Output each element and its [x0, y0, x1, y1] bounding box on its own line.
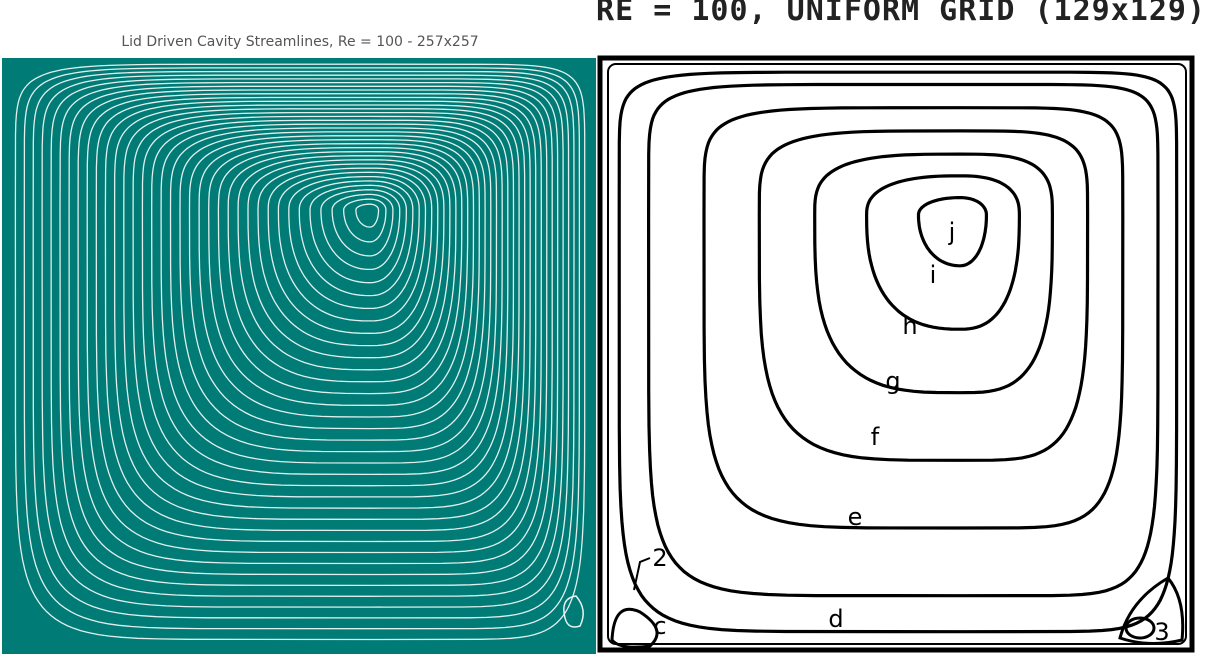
leader-line: [633, 557, 651, 591]
streamline: [343, 198, 387, 243]
contour-label: 3: [1154, 618, 1169, 646]
contour-label: i: [930, 261, 937, 289]
streamline: [169, 127, 492, 453]
streamline: [32, 70, 575, 619]
streamline: [217, 147, 463, 395]
contour: [864, 174, 1022, 331]
streamline: [247, 159, 445, 359]
left-panel-background: [2, 58, 596, 654]
contour-label: e: [848, 503, 863, 531]
contour-label: j: [948, 218, 956, 246]
streamline: [132, 111, 515, 498]
streamline: [59, 81, 559, 587]
contour: [916, 196, 988, 268]
streamline: [309, 184, 407, 284]
streamline: [208, 143, 469, 406]
streamline: [277, 171, 427, 322]
streamline: [227, 151, 457, 383]
contour: [813, 152, 1055, 395]
streamline: [151, 119, 503, 476]
contour-label: 2: [652, 544, 667, 572]
contour-label: g: [885, 367, 900, 395]
contour: [646, 82, 1160, 598]
contour-label: d: [828, 605, 843, 633]
streamline: [160, 123, 498, 464]
streamline: [267, 167, 433, 334]
left-panel-title: Lid Driven Cavity Streamlines, Re = 100 …: [121, 34, 478, 50]
streamline: [288, 175, 420, 310]
streamline: [123, 108, 520, 509]
contour-label: f: [871, 423, 880, 451]
right-panel-frame: [597, 55, 1195, 653]
streamline: [77, 89, 548, 565]
streamline: [188, 135, 480, 430]
streamline: [179, 131, 486, 441]
contour: [757, 129, 1090, 462]
streamline: [198, 139, 475, 418]
streamline: [331, 193, 394, 257]
streamline: [68, 85, 553, 576]
contour-label: c: [653, 612, 666, 640]
streamline: [113, 104, 526, 520]
streamline: [95, 96, 537, 543]
streamline: [320, 189, 401, 271]
contour-label: h: [902, 312, 917, 340]
streamline: [23, 67, 581, 630]
corner-vortex-left: [610, 607, 659, 649]
corner-loop: [1124, 616, 1156, 640]
left-streamlines: [14, 63, 586, 641]
corner-vortex-right: [1118, 576, 1185, 645]
right-inner-frame: [607, 63, 1187, 645]
streamline: [41, 74, 570, 608]
streamline: [141, 115, 509, 487]
right-panel-title: RE = 100, UNIFORM GRID (129x129): [596, 0, 1206, 28]
left-corner-eddy: [563, 595, 584, 628]
contour: [702, 106, 1125, 530]
streamline: [298, 180, 414, 297]
streamline: [50, 78, 564, 597]
streamline: [237, 155, 451, 371]
streamline: [14, 63, 586, 641]
streamline: [355, 203, 380, 228]
streamline: [257, 163, 439, 347]
streamline: [104, 100, 531, 532]
streamline: [86, 93, 542, 554]
